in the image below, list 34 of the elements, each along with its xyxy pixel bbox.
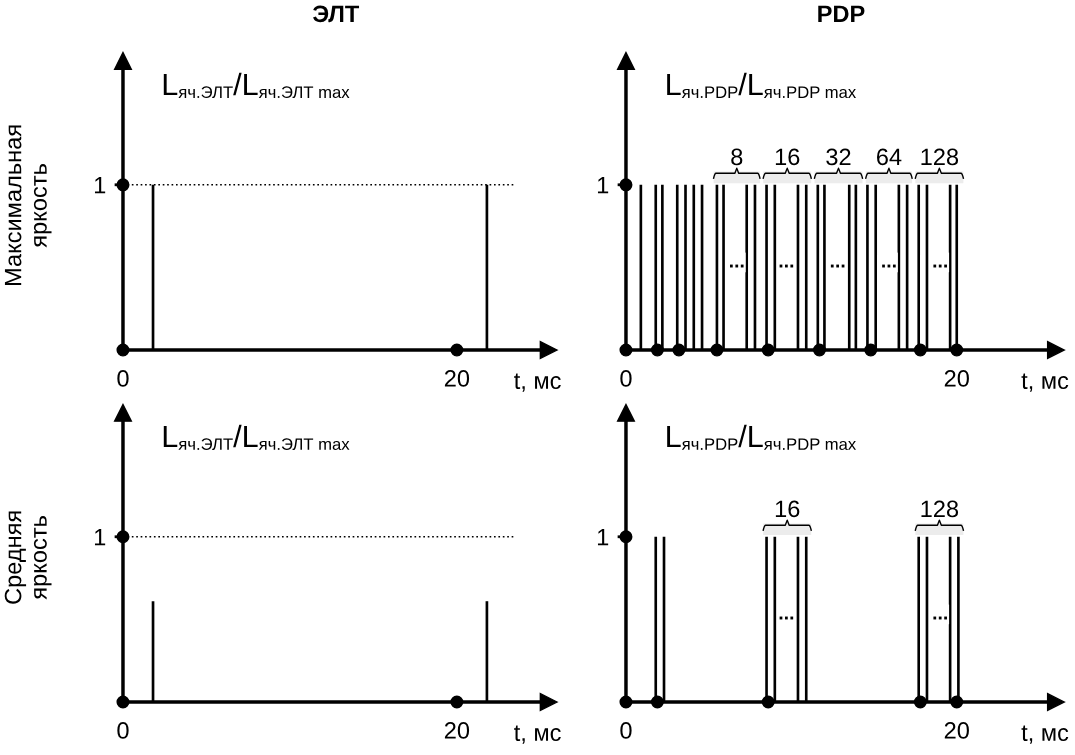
x-tick-label: 20	[444, 722, 470, 739]
annotation: ...	[730, 264, 744, 268]
chart-title: ЭЛТ	[313, 5, 360, 23]
band-label: 128	[921, 148, 959, 166]
x-axis-title: t, мс	[1021, 725, 1069, 744]
y-tick-label: 1	[94, 177, 106, 194]
y-tick-label: 1	[94, 529, 106, 546]
y-axis-title: Максимальная яркость	[4, 125, 52, 286]
x-tick-label: 20	[944, 722, 969, 739]
x-tick-label: 0	[620, 370, 632, 387]
y-tick-label: 1	[597, 529, 609, 546]
x-axis-title: t, мс	[514, 373, 561, 392]
annotation: ...	[779, 264, 794, 268]
band-label: 128	[921, 500, 959, 518]
x-tick-label: 0	[620, 722, 632, 739]
y-axis-title: Средняя яркость	[4, 511, 52, 604]
band-label: 16	[775, 500, 800, 518]
band-label: 64	[877, 148, 902, 166]
band-label: 16	[775, 148, 800, 166]
annotation: ...	[933, 616, 947, 620]
x-axis-title: t, мс	[514, 725, 561, 744]
annotation: ...	[779, 616, 794, 620]
x-axis-title: t, мс	[1021, 373, 1069, 392]
y-tick-label: 1	[597, 177, 609, 194]
band-label: 8	[731, 148, 743, 166]
annotation: ...	[882, 264, 896, 268]
x-tick-label: 0	[117, 722, 129, 739]
x-tick-label: 0	[117, 370, 129, 387]
annotation: ...	[830, 264, 845, 268]
chart-title: PDP	[818, 5, 865, 22]
band-label: 32	[826, 148, 851, 166]
x-tick-label: 20	[944, 370, 969, 387]
annotation: ...	[933, 264, 947, 268]
x-tick-label: 20	[444, 370, 470, 387]
